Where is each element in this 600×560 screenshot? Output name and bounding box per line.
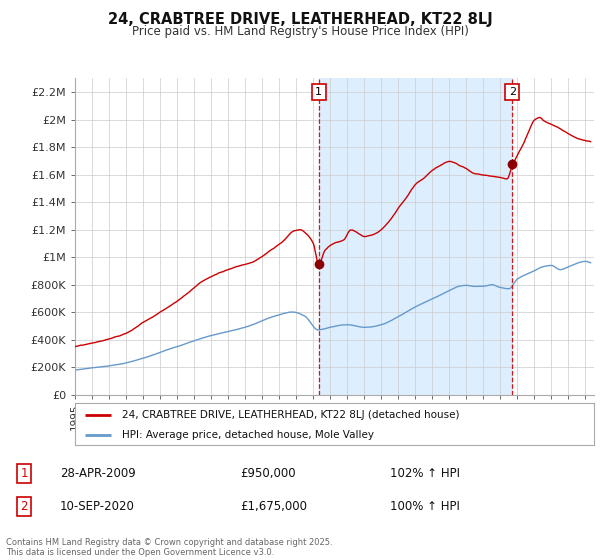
Text: £1,675,000: £1,675,000	[240, 500, 307, 514]
Text: £950,000: £950,000	[240, 466, 296, 480]
Text: 2: 2	[509, 87, 516, 97]
Bar	[319, 78, 512, 395]
Text: 2: 2	[20, 500, 28, 514]
Text: 24, CRABTREE DRIVE, LEATHERHEAD, KT22 8LJ: 24, CRABTREE DRIVE, LEATHERHEAD, KT22 8L…	[107, 12, 493, 27]
Text: 1: 1	[20, 466, 28, 480]
Text: 24, CRABTREE DRIVE, LEATHERHEAD, KT22 8LJ (detached house): 24, CRABTREE DRIVE, LEATHERHEAD, KT22 8L…	[122, 410, 459, 420]
Text: 100% ↑ HPI: 100% ↑ HPI	[390, 500, 460, 514]
Text: 1: 1	[315, 87, 322, 97]
Text: Price paid vs. HM Land Registry's House Price Index (HPI): Price paid vs. HM Land Registry's House …	[131, 25, 469, 38]
Text: 10-SEP-2020: 10-SEP-2020	[60, 500, 135, 514]
Text: 102% ↑ HPI: 102% ↑ HPI	[390, 466, 460, 480]
Text: HPI: Average price, detached house, Mole Valley: HPI: Average price, detached house, Mole…	[122, 430, 374, 440]
Text: 28-APR-2009: 28-APR-2009	[60, 466, 136, 480]
Text: Contains HM Land Registry data © Crown copyright and database right 2025.
This d: Contains HM Land Registry data © Crown c…	[6, 538, 332, 557]
